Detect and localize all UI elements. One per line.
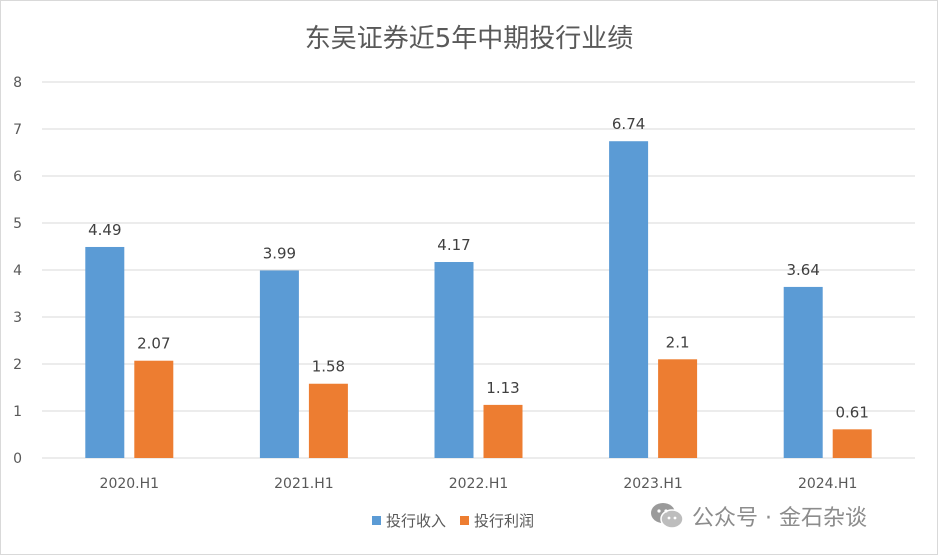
data-label-profit-2023.H1: 2.1 <box>666 333 690 351</box>
x-tick-label: 2022.H1 <box>449 476 509 492</box>
legend-swatch-profit <box>460 516 470 525</box>
bar-profit-2022.H1 <box>483 404 523 458</box>
data-label-revenue-2024.H1: 3.64 <box>786 261 819 279</box>
wechat-icon <box>650 501 684 531</box>
data-label-profit-2024.H1: 0.61 <box>835 403 868 421</box>
bar-profit-2024.H1 <box>832 429 872 458</box>
gridlines <box>42 81 915 459</box>
bar-profit-2021.H1 <box>308 383 348 458</box>
data-label-revenue-2022.H1: 4.17 <box>437 236 470 254</box>
y-tick-label: 1 <box>13 404 22 420</box>
legend-swatch-revenue <box>372 516 381 525</box>
legend: 投行收入 投行利润 <box>372 510 548 531</box>
data-label-profit-2020.H1: 2.07 <box>137 335 170 353</box>
bar-profit-2023.H1 <box>658 359 698 458</box>
x-axis-ticks: 2020.H1 2021.H1 2022.H1 2023.H1 2024.H1 <box>100 476 858 492</box>
legend-item-profit: 投行利润 <box>460 510 534 531</box>
y-tick-label: 5 <box>13 216 22 232</box>
data-label-revenue-2023.H1: 6.74 <box>612 115 645 133</box>
y-tick-label: 3 <box>13 310 22 326</box>
y-tick-label: 8 <box>13 75 22 91</box>
y-tick-label: 2 <box>13 357 22 373</box>
bar-profit-2020.H1 <box>134 360 174 458</box>
bar-revenue-2024.H1 <box>783 286 823 458</box>
data-labels: 4.49 2.07 3.99 1.58 4.17 1.13 6.74 2.1 3.64 0.61 <box>88 115 869 421</box>
x-tick-label: 2020.H1 <box>100 476 160 492</box>
y-tick-label: 7 <box>13 122 22 138</box>
y-axis-ticks: 0 1 2 3 4 5 6 7 8 <box>13 75 22 467</box>
legend-label-revenue: 投行收入 <box>386 512 447 530</box>
y-tick-label: 4 <box>13 263 22 279</box>
data-label-revenue-2020.H1: 4.49 <box>88 221 121 239</box>
data-label-revenue-2021.H1: 3.99 <box>263 244 296 262</box>
y-tick-label: 6 <box>13 169 22 185</box>
legend-label-profit: 投行利润 <box>474 512 535 530</box>
y-tick-label: 0 <box>13 451 22 467</box>
data-label-profit-2022.H1: 1.13 <box>486 379 519 397</box>
watermark: 公众号 · 金石杂谈 <box>650 500 867 532</box>
x-tick-label: 2023.H1 <box>623 476 683 492</box>
bar-revenue-2022.H1 <box>434 262 474 458</box>
data-label-profit-2021.H1: 1.58 <box>312 358 345 376</box>
bar-revenue-2023.H1 <box>609 141 649 458</box>
chart-title: 东吴证券近5年中期投行业绩 <box>304 24 634 54</box>
watermark-text: 公众号 · 金石杂谈 <box>692 506 867 531</box>
x-tick-label: 2024.H1 <box>798 476 858 492</box>
x-tick-label: 2021.H1 <box>274 476 334 492</box>
bar-revenue-2021.H1 <box>259 270 299 458</box>
bars <box>85 141 872 458</box>
legend-item-revenue: 投行收入 <box>372 510 446 531</box>
bar-revenue-2020.H1 <box>85 246 125 458</box>
